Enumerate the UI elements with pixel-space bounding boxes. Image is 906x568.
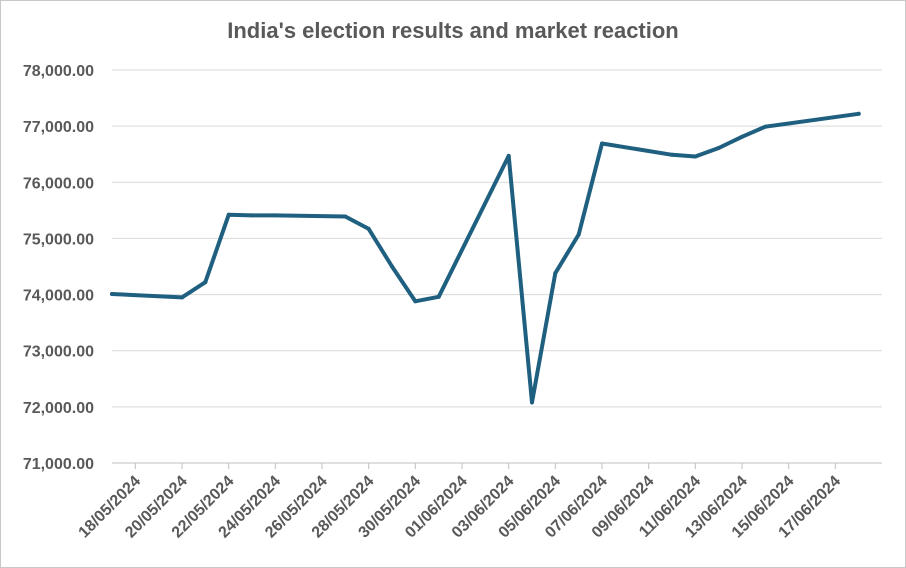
data-point	[180, 295, 184, 300]
data-point	[600, 141, 604, 146]
plot-series	[110, 111, 861, 405]
data-point	[273, 213, 278, 218]
data-point	[366, 226, 371, 231]
y-tick-label: 72,000.00	[23, 400, 94, 417]
y-tick-label: 78,000.00	[23, 63, 94, 80]
chart-title: India's election results and market reac…	[227, 18, 679, 43]
data-point	[203, 280, 208, 285]
y-axis: 71,000.00 72,000.00 73,000.00 74,000.00 75,0…	[23, 63, 94, 473]
x-axis: 18/05/202420/05/202422/05/202424/05/2024…	[76, 463, 844, 541]
series-line	[110, 111, 861, 405]
data-point	[553, 271, 558, 276]
data-point	[250, 213, 254, 218]
y-tick-label: 77,000.00	[23, 119, 94, 136]
data-point	[343, 214, 348, 219]
data-point	[110, 292, 114, 296]
y-tick-label: 71,000.00	[23, 456, 94, 473]
data-point	[436, 294, 441, 299]
data-point	[530, 400, 534, 405]
data-point	[740, 134, 744, 139]
y-tick-label: 76,000.00	[23, 175, 94, 192]
data-point	[390, 264, 394, 269]
data-point	[576, 232, 581, 237]
data-point	[226, 212, 231, 217]
data-point	[670, 152, 674, 157]
y-tick-label: 74,000.00	[23, 288, 94, 305]
data-point	[763, 124, 768, 129]
data-point	[856, 111, 861, 116]
y-tick-label: 73,000.00	[23, 344, 94, 361]
data-point	[716, 146, 721, 150]
data-point	[413, 299, 418, 304]
y-tick-label: 75,000.00	[23, 231, 94, 248]
data-point	[693, 154, 698, 159]
gridlines	[112, 69, 882, 464]
data-point	[506, 153, 511, 158]
